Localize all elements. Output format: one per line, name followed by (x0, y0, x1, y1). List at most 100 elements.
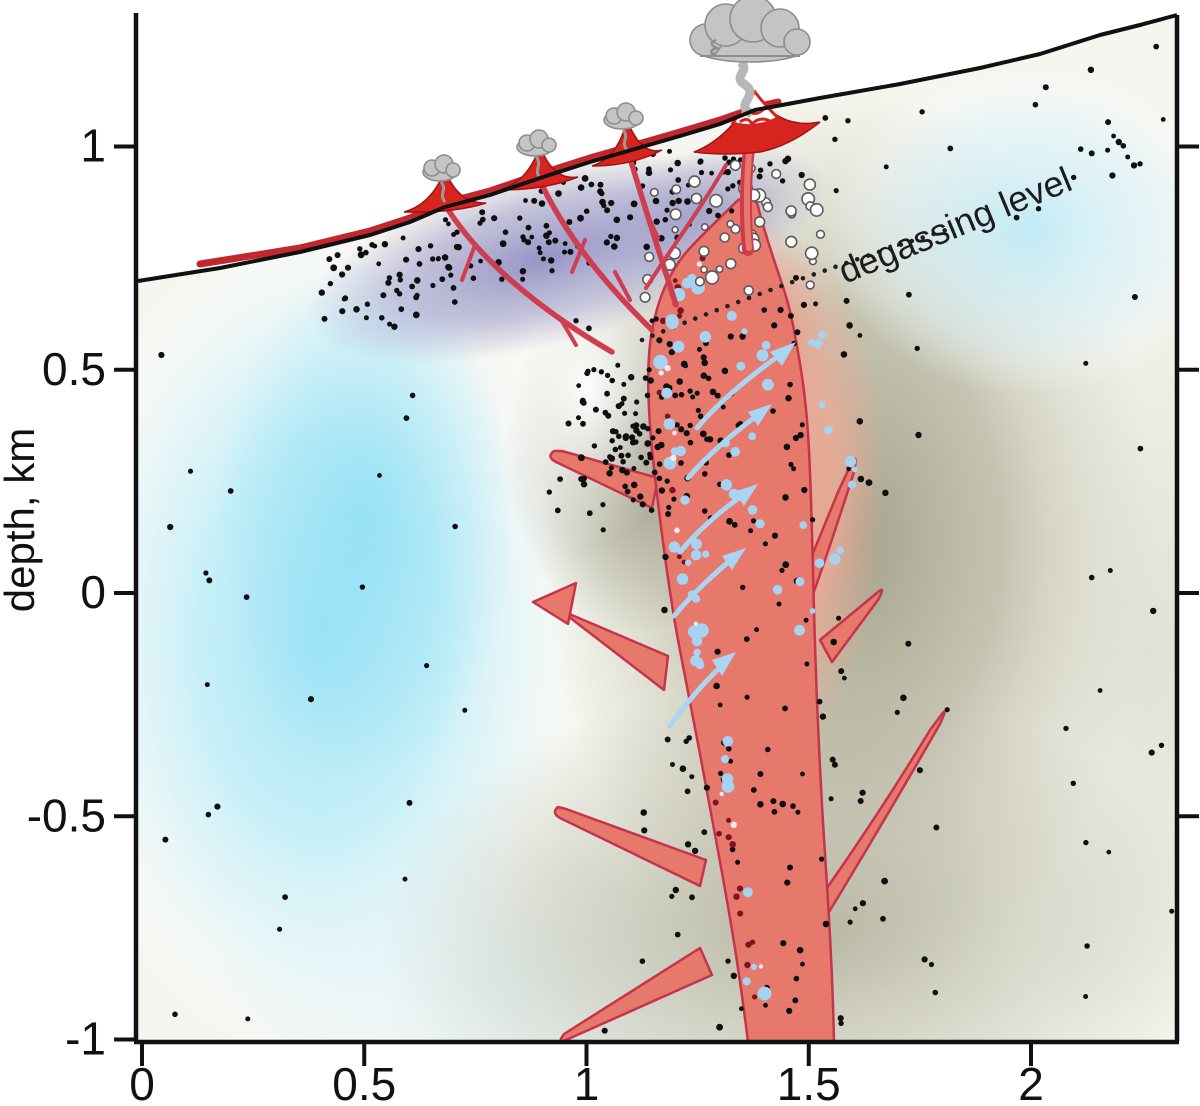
dot (758, 964, 764, 969)
dot (736, 361, 746, 371)
dot (1158, 742, 1165, 748)
y-tick-label: -1 (65, 1013, 106, 1065)
dot (525, 239, 532, 246)
dot (619, 467, 626, 474)
dot (822, 920, 830, 928)
dot (608, 465, 615, 471)
dot (1097, 688, 1103, 693)
dot (770, 168, 782, 180)
dot (655, 428, 662, 435)
dot (762, 201, 774, 213)
dot (792, 997, 799, 1004)
dot (739, 1006, 744, 1012)
dot (661, 606, 668, 614)
dot (685, 559, 692, 566)
dot (782, 494, 789, 501)
dot (840, 351, 848, 358)
dot (786, 1007, 793, 1015)
dot (1109, 172, 1116, 179)
dot (214, 803, 221, 810)
dot (633, 439, 639, 445)
dot (396, 271, 403, 278)
dot (318, 289, 325, 296)
dot (462, 707, 468, 713)
dot (757, 771, 764, 777)
dot (716, 830, 722, 837)
dot (1077, 146, 1084, 152)
dot (377, 473, 382, 478)
dot (412, 311, 420, 319)
flow-arrow (694, 349, 787, 431)
dot (914, 345, 920, 352)
dot (696, 261, 702, 267)
dot (894, 709, 900, 716)
dot (1042, 84, 1049, 91)
dot (649, 187, 659, 197)
dot (777, 306, 784, 313)
dot (554, 507, 561, 514)
dot (167, 523, 174, 531)
dot (919, 109, 925, 115)
dot (665, 314, 679, 328)
dot (772, 584, 783, 595)
dot (856, 418, 864, 425)
dot (624, 488, 631, 495)
dot (327, 280, 334, 287)
dot (795, 809, 801, 815)
dot (629, 434, 636, 441)
dot (618, 452, 625, 459)
dot (577, 214, 584, 222)
dot (728, 758, 733, 764)
dot (699, 430, 707, 438)
dot (745, 941, 752, 948)
dot (771, 322, 778, 329)
dot (947, 145, 954, 152)
dot (1063, 725, 1069, 732)
dot (701, 508, 708, 514)
dot (816, 698, 823, 705)
dot (744, 694, 750, 700)
dot (187, 468, 194, 474)
dot (669, 199, 676, 207)
dot (794, 329, 801, 336)
dot (833, 188, 839, 194)
dot (743, 285, 755, 296)
dot (752, 994, 758, 1000)
dot (794, 624, 805, 636)
dot (906, 291, 912, 298)
dot (915, 431, 922, 439)
dot (803, 617, 809, 623)
dot (204, 682, 210, 688)
top-right-cyan-anomaly (825, 65, 1177, 395)
flow-arrowhead (722, 548, 746, 570)
dot (857, 475, 865, 483)
dot (424, 663, 430, 669)
dot (588, 181, 595, 188)
dot (676, 573, 689, 585)
dot (665, 511, 672, 517)
dot (730, 183, 736, 189)
dot (430, 256, 436, 262)
dot (762, 541, 769, 547)
dot (609, 438, 615, 444)
dot (809, 202, 824, 217)
dot (824, 425, 833, 435)
dot (700, 265, 708, 274)
dot (529, 234, 535, 240)
dot (694, 390, 700, 396)
dot (782, 561, 790, 569)
dot (830, 638, 837, 646)
dot (763, 1002, 768, 1008)
dot (807, 338, 815, 346)
dot (621, 381, 627, 387)
dot (645, 169, 653, 177)
dot (363, 315, 369, 321)
dot (750, 963, 758, 971)
dot (782, 705, 788, 712)
dot (720, 404, 726, 410)
dot (675, 177, 682, 183)
dot (653, 218, 660, 225)
dot (603, 239, 610, 246)
dot (770, 798, 777, 805)
dot (363, 249, 369, 256)
